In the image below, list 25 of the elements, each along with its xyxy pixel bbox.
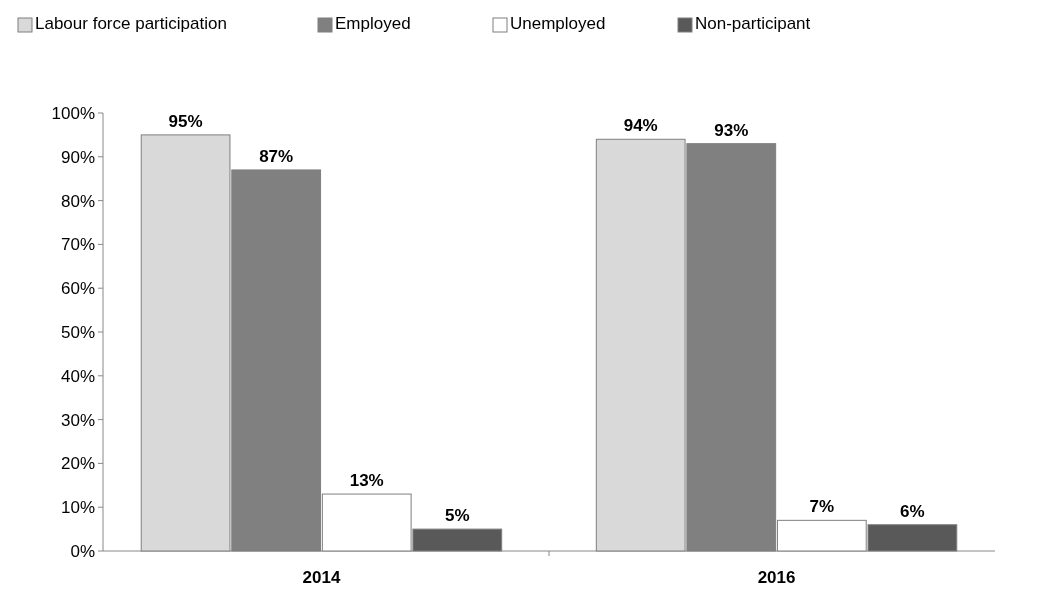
y-tick-label: 90% bbox=[60, 147, 95, 167]
data-label: 7% bbox=[809, 497, 835, 517]
y-tick-label: 100% bbox=[51, 103, 95, 123]
y-tick-label: 30% bbox=[60, 410, 95, 430]
y-tick-label: 60% bbox=[60, 279, 95, 299]
y-tick-label: 20% bbox=[60, 454, 95, 474]
y-tick-label: 40% bbox=[60, 366, 95, 386]
legend-label: Employed bbox=[335, 14, 411, 33]
y-tick-label: 10% bbox=[60, 498, 95, 518]
y-tick-label: 0% bbox=[70, 541, 95, 561]
x-tick-label: 2016 bbox=[757, 568, 796, 587]
legend-label: Unemployed bbox=[510, 14, 606, 33]
data-label: 6% bbox=[900, 501, 925, 521]
y-tick-label: 50% bbox=[60, 322, 95, 342]
y-tick-label: 80% bbox=[60, 191, 95, 211]
data-label: 94% bbox=[623, 116, 658, 136]
data-label: 95% bbox=[168, 111, 203, 131]
legend-label: Labour force participation bbox=[35, 14, 227, 33]
y-tick-label: 70% bbox=[60, 235, 95, 255]
data-label: 87% bbox=[259, 146, 294, 166]
data-label: 93% bbox=[714, 120, 749, 140]
data-label: 5% bbox=[445, 506, 470, 526]
legend-label: Non-participant bbox=[695, 14, 811, 33]
data-label: 13% bbox=[349, 471, 384, 491]
x-tick-label: 2014 bbox=[302, 568, 341, 587]
